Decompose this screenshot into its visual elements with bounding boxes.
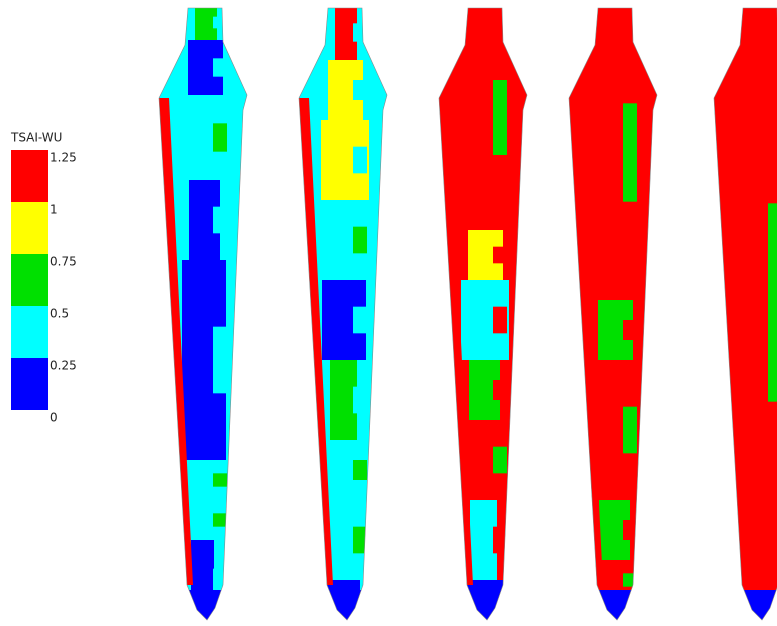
stress-patch xyxy=(213,123,227,151)
stress-patch xyxy=(493,307,507,334)
stress-patch xyxy=(353,23,367,41)
stress-patch xyxy=(623,609,637,618)
legend-label: 1.25 xyxy=(50,151,77,165)
legend-swatch xyxy=(11,254,48,306)
legend-swatch xyxy=(11,150,48,202)
stress-patch xyxy=(213,58,227,76)
stress-patch xyxy=(213,513,227,526)
stress-patch xyxy=(623,103,637,201)
figure: TSAI-WU 1.25 1 0.75 0.5 0.25 0 xyxy=(0,0,777,626)
stress-patch xyxy=(213,327,227,394)
stress-patch xyxy=(353,387,367,414)
stress-patch xyxy=(768,609,777,618)
stress-patch xyxy=(768,203,777,401)
stress-patch xyxy=(213,207,227,234)
stress-patch xyxy=(623,320,637,340)
legend-title: TSAI-WU xyxy=(10,131,62,145)
stress-patch xyxy=(190,460,217,500)
stress-patch xyxy=(470,500,497,580)
stress-patch xyxy=(493,247,507,264)
blade xyxy=(435,0,535,626)
legend-label: 0.75 xyxy=(50,255,77,269)
stress-patch xyxy=(353,307,367,334)
stress-patch xyxy=(623,573,637,586)
stress-patch xyxy=(213,17,227,29)
legend-label: 0.5 xyxy=(50,307,69,321)
stress-patch xyxy=(493,80,507,155)
blade xyxy=(710,0,777,626)
legend-swatch xyxy=(11,306,48,358)
legend-swatch xyxy=(11,358,48,410)
page: TSAI-WU 1.2510.750.50.250 (() => { const… xyxy=(0,0,777,626)
stress-patch xyxy=(623,407,637,454)
color-legend: TSAI-WU 1.25 1 0.75 0.5 0.25 0 xyxy=(10,131,77,425)
stress-patch xyxy=(213,473,227,486)
blade xyxy=(565,0,665,626)
legend-label: 0 xyxy=(50,411,58,425)
blade-renderings xyxy=(155,0,777,626)
blade xyxy=(295,0,395,626)
stress-patch xyxy=(353,460,367,480)
stress-patch xyxy=(330,360,357,440)
stress-patch xyxy=(331,500,354,580)
stress-patch xyxy=(353,80,367,100)
stress-patch xyxy=(353,227,367,254)
legend-label: 0.25 xyxy=(50,359,77,373)
blade-tip xyxy=(740,590,777,626)
stress-patch xyxy=(493,380,507,400)
stress-patch xyxy=(493,447,507,474)
stress-patch xyxy=(353,147,367,174)
legend-label: 1 xyxy=(50,203,58,217)
legend-swatch xyxy=(11,202,48,254)
blade xyxy=(155,0,255,626)
